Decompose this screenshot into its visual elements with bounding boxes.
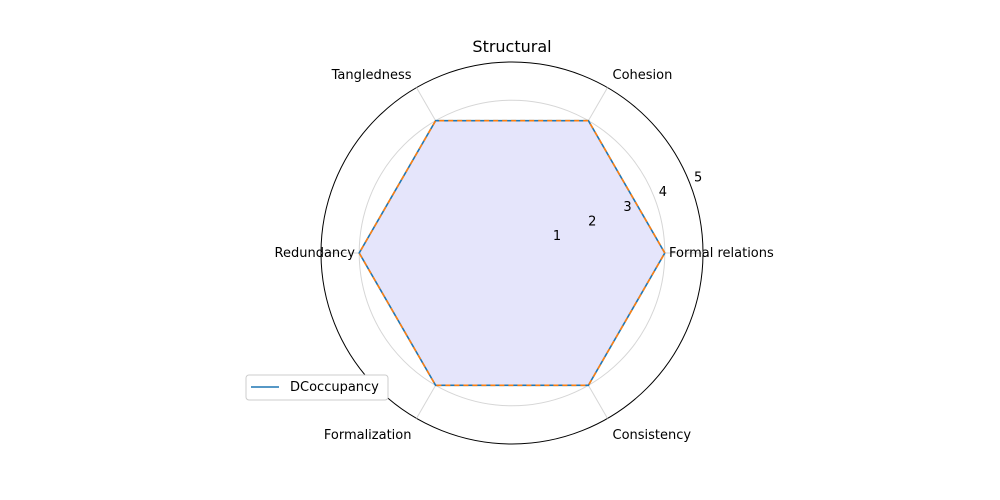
radar-labels: 1 2 3 4 5 Formal relations Cohesion Tangledness… [275,68,774,443]
radial-tick-label: 5 [694,171,702,186]
axis-label-redundancy: Redundancy [275,246,356,261]
radial-tick-label: 4 [659,185,667,200]
axis-label-tangledness: Tangledness [331,68,412,83]
series-line-dcoccupancy [358,119,666,387]
axis-label-formalization: Formalization [324,428,412,443]
legend-frame [245,374,389,401]
radar-data [358,119,666,387]
series-area-fill [359,120,665,386]
axis-label-consistency: Consistency [613,428,692,443]
legend: DCoccupancy [245,374,389,401]
radial-tick-label: 1 [553,229,561,244]
axis-label-cohesion: Cohesion [613,68,673,83]
legend-entry-dcoccupancy: DCoccupancy [290,380,379,395]
radial-tick-label: 3 [623,200,631,215]
radial-tick-label: 2 [588,214,596,229]
chart-title: Structural [472,37,551,56]
axis-label-formal-relations: Formal relations [669,246,774,261]
